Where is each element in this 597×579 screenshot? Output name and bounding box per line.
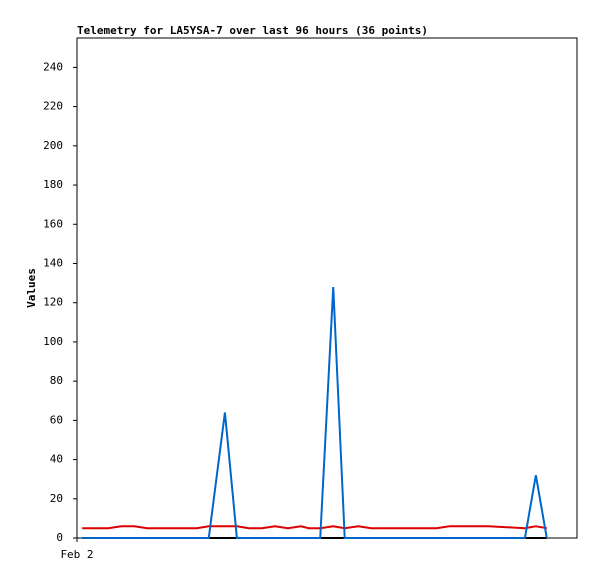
plot-frame — [76, 37, 578, 539]
y-tick-label: 40 — [50, 453, 63, 466]
y-tick-label: 180 — [43, 178, 63, 191]
y-tick-label: 200 — [43, 139, 63, 152]
y-tick-label: 120 — [43, 296, 63, 309]
y-tick-label: 220 — [43, 100, 63, 113]
y-tick-label: 0 — [56, 531, 63, 544]
y-tick-label: 20 — [50, 492, 63, 505]
series-line — [82, 525, 547, 530]
y-tick-label: 240 — [43, 60, 63, 73]
y-tick-label: 160 — [43, 217, 63, 230]
chart-title: Telemetry for LA5YSA-7 over last 96 hour… — [77, 24, 428, 37]
x-tick-label: Feb 2 — [60, 548, 93, 561]
y-tick-label: 100 — [43, 335, 63, 348]
y-tick-label: 140 — [43, 256, 63, 269]
y-tick-label: 80 — [50, 374, 63, 387]
series-line — [82, 286, 548, 539]
y-axis-label: Values — [25, 268, 38, 308]
y-tick-label: 60 — [50, 413, 63, 426]
